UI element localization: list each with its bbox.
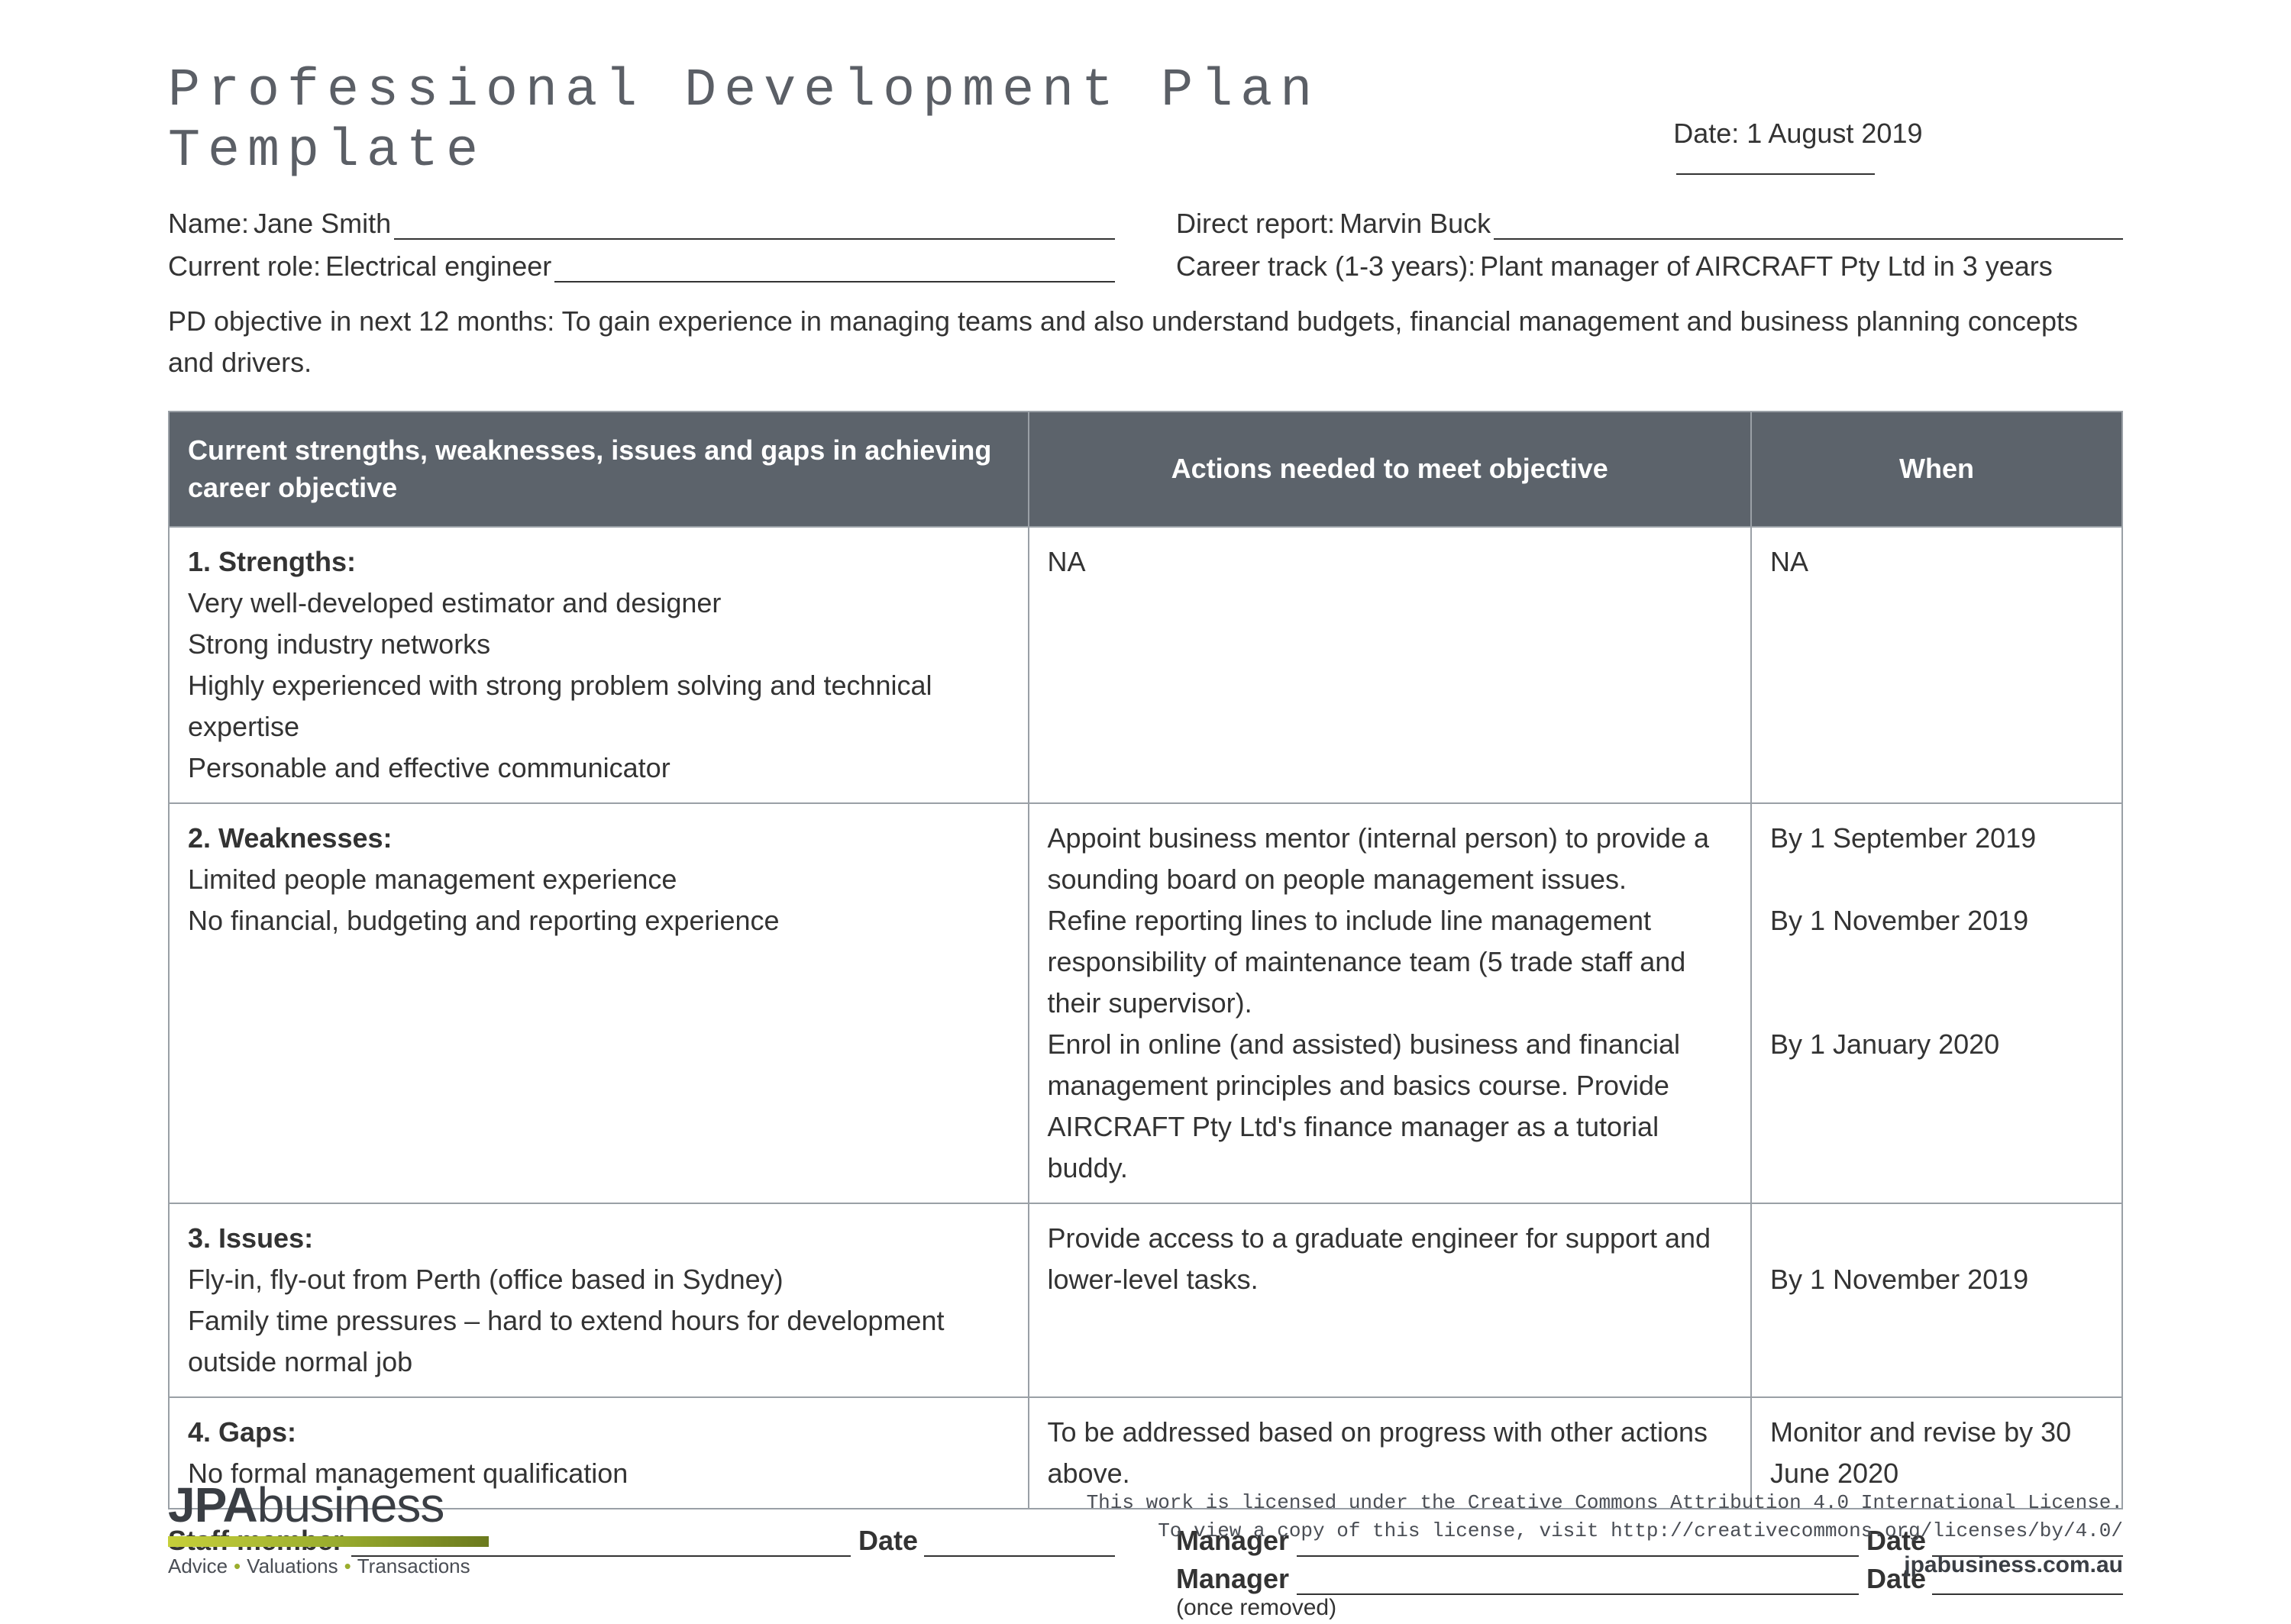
direct-report-label: Direct report: — [1176, 208, 1335, 240]
direct-report-field: Direct report: Marvin Buck — [1176, 208, 2123, 240]
career-track-field: Career track (1-3 years): Plant manager … — [1176, 250, 2123, 283]
name-label: Name: — [168, 208, 249, 240]
license-line1: This work is licensed under the Creative… — [1087, 1489, 2123, 1516]
header-col2: Actions needed to meet objective — [1029, 412, 1751, 527]
name-underline — [394, 211, 1115, 240]
role-underline — [554, 253, 1115, 283]
page-title: Professional Development Plan Template — [168, 61, 1673, 182]
row-body: Limited people management experienceNo f… — [188, 864, 780, 936]
logo-suffix: business — [257, 1477, 444, 1532]
tagline-1: Advice — [168, 1555, 228, 1577]
row-body: Very well-developed estimator and design… — [188, 587, 932, 783]
fields-row-2: Current role: Electrical engineer Career… — [168, 250, 2123, 283]
actions-text: Provide access to a graduate engineer fo… — [1048, 1222, 1711, 1295]
cell-issues: 3. Issues: Fly-in, fly-out from Perth (o… — [169, 1203, 1029, 1397]
actions-text: NA — [1048, 546, 1086, 577]
table-row: 1. Strengths: Very well-developed estima… — [169, 527, 2122, 803]
row-title: 2. Weaknesses: — [188, 822, 393, 854]
row-title: 3. Issues: — [188, 1222, 313, 1254]
logo-block: JPAbusiness Advice • Valuations • Transactio… — [168, 1477, 489, 1578]
dot-icon: • — [234, 1555, 241, 1577]
date-label: Date: — [1673, 118, 1739, 149]
cell-actions: Provide access to a graduate engineer fo… — [1029, 1203, 1751, 1397]
career-track-label: Career track (1-3 years): — [1176, 250, 1475, 283]
cell-when: By 1 November 2019 — [1751, 1203, 2122, 1397]
direct-report-underline — [1494, 211, 2123, 240]
objective-label: PD objective in next 12 months: — [168, 305, 554, 337]
dot-icon: • — [344, 1555, 351, 1577]
logo-accent-bar — [168, 1536, 489, 1547]
name-value: Jane Smith — [254, 208, 391, 240]
date-field: Date: 1 August 2019 — [1673, 118, 2123, 182]
cell-weaknesses: 2. Weaknesses: Limited people management… — [169, 803, 1029, 1203]
table-row: 3. Issues: Fly-in, fly-out from Perth (o… — [169, 1203, 2122, 1397]
fields-row-1: Name: Jane Smith Direct report: Marvin B… — [168, 208, 2123, 240]
career-track-value: Plant manager of AIRCRAFT Pty Ltd in 3 y… — [1480, 250, 2053, 283]
logo-prefix: JPA — [168, 1477, 257, 1532]
name-field: Name: Jane Smith — [168, 208, 1115, 240]
license-text: This work is licensed under the Creative… — [1087, 1489, 2123, 1545]
table-header-row: Current strengths, weaknesses, issues an… — [169, 412, 2122, 527]
objective-block: PD objective in next 12 months: To gain … — [168, 301, 2123, 383]
row-body: Fly-in, fly-out from Perth (office based… — [188, 1264, 944, 1377]
date-underline — [1676, 173, 1875, 175]
actions-text: Appoint business mentor (internal person… — [1048, 822, 1709, 1183]
title-row: Professional Development Plan Template D… — [168, 61, 2123, 182]
table-body: 1. Strengths: Very well-developed estima… — [169, 527, 2122, 1509]
header-col3: When — [1751, 412, 2122, 527]
cell-when: NA — [1751, 527, 2122, 803]
logo-tagline: Advice • Valuations • Transactions — [168, 1555, 489, 1578]
once-removed-note: (once removed) — [1176, 1595, 2123, 1621]
tagline-3: Transactions — [357, 1555, 470, 1577]
page: Professional Development Plan Template D… — [0, 0, 2291, 1624]
cell-when: By 1 September 2019 By 1 November 2019 B… — [1751, 803, 2122, 1203]
cell-actions: NA — [1029, 527, 1751, 803]
date-value: 1 August 2019 — [1747, 118, 1922, 149]
header-col1: Current strengths, weaknesses, issues an… — [169, 412, 1029, 527]
license-line2: To view a copy of this license, visit ht… — [1087, 1517, 2123, 1545]
when-text: NA — [1770, 546, 1808, 577]
role-label: Current role: — [168, 250, 321, 283]
tagline-2: Valuations — [247, 1555, 338, 1577]
when-text: By 1 November 2019 — [1770, 1222, 2028, 1295]
direct-report-value: Marvin Buck — [1339, 208, 1491, 240]
footer-right: This work is licensed under the Creative… — [1087, 1489, 2123, 1578]
role-field: Current role: Electrical engineer — [168, 250, 1115, 283]
role-value: Electrical engineer — [325, 250, 551, 283]
site-url: jpabusiness.com.au — [1087, 1552, 2123, 1578]
cell-actions: Appoint business mentor (internal person… — [1029, 803, 1751, 1203]
logo-text: JPAbusiness — [168, 1477, 489, 1533]
footer: JPAbusiness Advice • Valuations • Transactio… — [168, 1477, 2123, 1578]
row-title: 1. Strengths: — [188, 546, 356, 577]
cell-strengths: 1. Strengths: Very well-developed estima… — [169, 527, 1029, 803]
row-title: 4. Gaps: — [188, 1416, 296, 1448]
table-row: 2. Weaknesses: Limited people management… — [169, 803, 2122, 1203]
when-text: By 1 September 2019 By 1 November 2019 B… — [1770, 822, 2036, 1060]
plan-table: Current strengths, weaknesses, issues an… — [168, 411, 2123, 1509]
